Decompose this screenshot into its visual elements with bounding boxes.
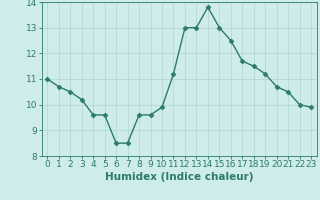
X-axis label: Humidex (Indice chaleur): Humidex (Indice chaleur): [105, 172, 253, 182]
